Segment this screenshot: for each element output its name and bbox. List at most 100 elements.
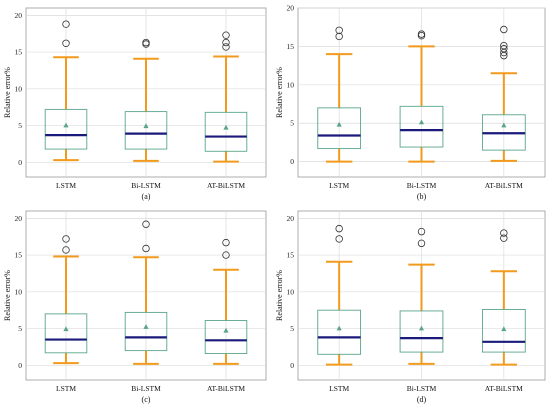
mean-marker: [418, 325, 425, 331]
y-tick-label: 20: [287, 4, 295, 13]
outlier-point: [222, 251, 230, 259]
iqr-box: [204, 111, 248, 152]
x-category-label: AT-BiLSTM: [207, 181, 245, 190]
y-tick-label: 10: [15, 287, 23, 296]
outlier-point: [335, 32, 343, 41]
iqr-box: [124, 311, 168, 352]
x-category-label: AT-BiLSTM: [207, 384, 245, 393]
outlier-point: [142, 220, 150, 228]
iqr-box: [44, 313, 88, 354]
y-tick-label: 15: [15, 48, 23, 57]
x-category-label: Bi-LSTM: [131, 384, 161, 393]
mean-marker: [336, 121, 342, 127]
panel-label: (a): [142, 192, 151, 201]
outlier-point: [335, 235, 343, 243]
iqr-box: [399, 310, 444, 353]
box-at-bilstm: [204, 238, 248, 365]
outlier-point: [500, 234, 508, 242]
mean-marker: [336, 325, 342, 331]
box-bi-lstm: [124, 38, 168, 162]
mean-marker: [223, 124, 229, 130]
outlier-point: [222, 238, 230, 247]
outlier-point: [62, 20, 70, 28]
mean-marker: [143, 324, 149, 329]
mean-marker: [418, 119, 425, 125]
outlier-point: [417, 30, 426, 38]
box-at-bilstm: [481, 25, 526, 162]
y-tick-label: 20: [15, 11, 23, 20]
chart-panel-4: 0 5 10 15 20 Relative error% LSTM Bi-LSTM AT-BiL…: [275, 210, 546, 404]
box-at-bilstm: [204, 31, 248, 163]
outlier-point: [335, 224, 343, 233]
y-tick-label: 5: [18, 121, 22, 130]
x-category-label: Bi-LSTM: [131, 181, 161, 190]
mean-marker: [501, 122, 507, 128]
x-category-label: LSTM: [56, 384, 76, 393]
y-tick-label: 0: [290, 361, 294, 370]
box-bi-lstm: [124, 220, 168, 365]
y-tick-label: 5: [290, 324, 294, 333]
iqr-box: [317, 309, 362, 355]
iqr-box: [317, 107, 362, 150]
y-axis-label: Relative error%: [3, 270, 12, 321]
y-tick-label: 0: [18, 158, 22, 167]
y-axis-label: Relative error%: [275, 270, 284, 321]
box-bi-lstm: [399, 227, 444, 365]
chart-panel-1: 0 5 10 15 20 Relative error% LSTM Bi-LSTM AT-BiL…: [3, 7, 267, 201]
outlier-point: [222, 43, 230, 51]
mean-marker: [143, 123, 149, 129]
x-category-label: AT-BiLSTM: [485, 181, 523, 190]
box-bi-lstm: [399, 30, 444, 163]
iqr-box: [399, 105, 444, 148]
y-tick-label: 20: [287, 214, 295, 223]
outlier-point: [142, 38, 150, 47]
y-tick-label: 15: [15, 251, 23, 260]
iqr-box: [124, 111, 168, 150]
y-tick-label: 10: [287, 80, 295, 89]
chart-panel-3: 0 5 10 15 20 Relative error% LSTM Bi-LSTM AT-BiL…: [3, 210, 267, 404]
outlier-point: [500, 41, 508, 50]
outlier-point: [335, 26, 343, 34]
panel-label: (d): [417, 395, 427, 404]
panel-label: (c): [142, 395, 151, 404]
y-tick-label: 0: [18, 361, 22, 370]
x-category-label: LSTM: [329, 181, 349, 190]
mean-marker: [63, 326, 69, 332]
outlier-point: [500, 25, 508, 34]
box-lstm: [317, 26, 362, 163]
outlier-point: [417, 227, 426, 236]
x-category-label: Bi-LSTM: [407, 181, 437, 190]
box-lstm: [317, 224, 362, 366]
iqr-box: [481, 309, 526, 353]
mean-marker: [501, 326, 507, 332]
y-axis-label: Relative error%: [275, 67, 284, 118]
y-tick-label: 10: [287, 287, 295, 296]
box-lstm: [44, 20, 88, 162]
iqr-box: [204, 320, 248, 354]
outlier-point: [62, 246, 70, 254]
outlier-point: [142, 244, 150, 253]
box-lstm: [44, 235, 88, 365]
panel-label: (b): [417, 192, 427, 201]
x-category-label: LSTM: [329, 384, 349, 393]
mean-marker: [223, 327, 229, 333]
y-tick-label: 10: [15, 84, 23, 93]
outlier-point: [222, 38, 230, 47]
y-tick-label: 5: [290, 119, 294, 128]
x-category-label: LSTM: [56, 181, 76, 190]
outlier-point: [62, 235, 70, 243]
y-tick-label: 15: [287, 251, 295, 260]
outlier-point: [222, 31, 230, 39]
x-category-label: AT-BiLSTM: [485, 384, 523, 393]
outlier-point: [417, 239, 426, 248]
outlier-point: [62, 39, 70, 47]
x-category-label: Bi-LSTM: [407, 384, 437, 393]
y-tick-label: 5: [18, 324, 22, 333]
outlier-point: [500, 45, 508, 53]
y-axis-label: Relative error%: [3, 67, 12, 118]
chart-panel-2: 0 5 10 15 20 Relative error% LSTM Bi-LSTM AT-BiL…: [275, 4, 546, 201]
y-tick-label: 20: [15, 214, 23, 223]
y-tick-label: 0: [290, 157, 294, 166]
